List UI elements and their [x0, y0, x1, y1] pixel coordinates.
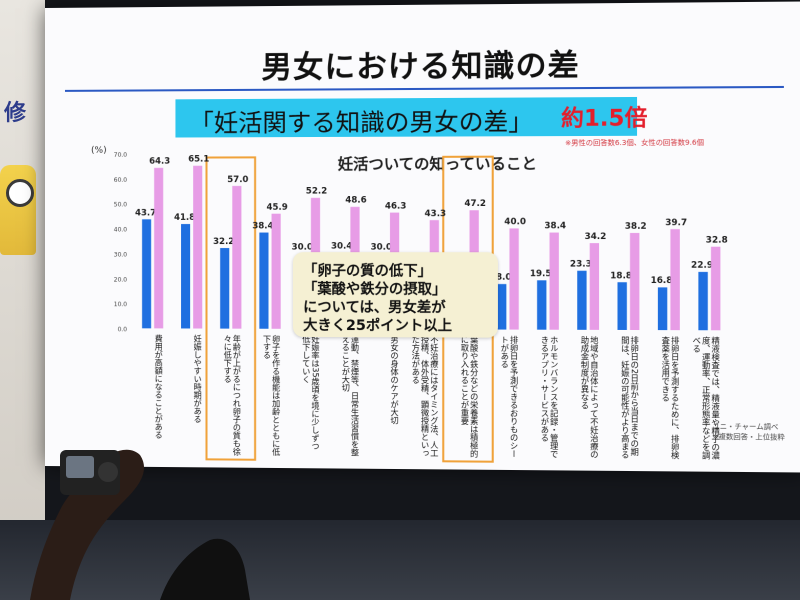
y-tick-label: 30.0	[114, 251, 128, 258]
category-label: 費用が高額になることがある	[154, 333, 163, 438]
female-bar	[711, 247, 720, 331]
projection-screen: 男女における知識の差 「妊活関する知識の男女の差」 約1.5倍 ※男性の回答数6…	[45, 1, 800, 472]
data-label: 52.2	[306, 187, 327, 197]
male-bar	[698, 272, 707, 330]
callout-line-1: 「卵子の質の低下」	[303, 262, 487, 280]
data-label: 16.8	[651, 276, 673, 286]
female-bar	[509, 228, 518, 329]
category-label: 排卵日を予測できるおりものシー	[509, 335, 518, 458]
male-bar	[537, 280, 546, 329]
category-label: 間は、妊娠の可能性がより高まる	[621, 336, 630, 459]
data-label: 46.3	[385, 201, 407, 211]
source-line-2: ※複数回答・上位抜粋	[712, 433, 784, 444]
y-tick-label: 70.0	[114, 152, 128, 159]
category-label: 助成金制度が異なる	[580, 335, 589, 409]
male-bar	[497, 284, 506, 330]
male-bar	[220, 248, 229, 329]
callout-line-2: 「葉酸や鉄分の摂取」	[303, 280, 487, 299]
data-label: 32.8	[706, 235, 728, 245]
stage-floor	[0, 520, 800, 600]
data-label: 30.0	[371, 242, 393, 252]
data-label: 38.4	[252, 221, 273, 231]
female-bar	[193, 166, 202, 329]
y-tick-label: 20.0	[114, 276, 128, 283]
data-label: 19.5	[530, 269, 552, 279]
category-label: 運動、禁煙等、日常生活習慣を整	[350, 335, 359, 456]
highlight-frame	[207, 157, 256, 459]
source-line-1: ユニ・チャーム調べ	[712, 423, 784, 434]
category-label: べる	[692, 336, 701, 352]
category-label: 不妊治療にはタイミング法、人工	[430, 335, 439, 457]
y-tick-label: 10.0	[114, 301, 128, 308]
room-wall: 修	[0, 0, 45, 600]
male-bar	[617, 282, 626, 330]
category-label: 男女の身体のケアが大切	[390, 335, 399, 425]
y-tick-label: 60.0	[114, 177, 128, 184]
male-bar	[658, 287, 667, 330]
category-label: に取り入れることが重要	[460, 336, 469, 426]
data-label: 34.2	[585, 232, 607, 242]
category-label: 妊娠しやすい時期がある	[193, 334, 202, 424]
data-label: 48.6	[345, 196, 367, 206]
category-label: 妊娠率は35歳頃を境に少しずつ	[311, 334, 320, 450]
female-bar	[630, 233, 639, 330]
female-bar	[232, 186, 241, 329]
category-label: 授精、体外受精、顕微授精といっ	[420, 334, 429, 457]
male-bar	[142, 219, 151, 328]
category-label: ホルモンバランスを記録・管理で	[550, 336, 559, 458]
category-label: 下する	[262, 335, 271, 359]
data-label: 57.0	[227, 175, 248, 185]
source-note: ユニ・チャーム調べ ※複数回答・上位抜粋	[712, 423, 784, 444]
callout-box: 「卵子の質の低下」 「葉酸や鉄分の摂取」 については、男女差が 大きく25ポイン…	[293, 252, 498, 338]
mascot-figure	[0, 165, 36, 255]
data-label: 38.2	[625, 222, 647, 232]
y-tick-label: 50.0	[114, 202, 128, 209]
callout-line-4: 大きく25ポイント以上	[303, 317, 487, 336]
data-label: 30.0	[292, 242, 313, 252]
category-label: 低下していく	[302, 334, 311, 384]
data-label: 41.8	[174, 213, 195, 223]
data-label: 43.7	[135, 208, 156, 218]
data-label: 64.3	[149, 157, 170, 167]
data-label: 45.9	[266, 203, 287, 213]
data-label: 39.7	[665, 218, 687, 228]
data-label: 38.4	[544, 221, 566, 231]
male-bar	[577, 271, 586, 330]
data-label: 43.3	[425, 209, 447, 219]
data-label: 32.2	[213, 237, 234, 247]
category-label: きるアプリ・サービスがある	[540, 336, 549, 442]
banner-fragment: 修	[4, 95, 26, 127]
callout-line-3: については、男女差が	[303, 299, 487, 318]
data-label: 47.2	[464, 199, 486, 209]
female-bar	[550, 232, 559, 329]
category-label: 年齢が上がるにつれ卵子の質も徐	[232, 334, 241, 457]
category-label: た方法がある	[411, 335, 420, 384]
category-label: 葉酸や鉄分などの栄養素は積極的	[470, 335, 479, 459]
category-label: 排卵日を予測するために、排卵検	[670, 335, 679, 460]
female-bar	[272, 214, 281, 329]
data-label: 30.4	[331, 241, 352, 251]
y-tick-label: 0.0	[118, 326, 128, 333]
female-bar	[590, 243, 599, 330]
category-label: 卵子を作る機能は加齢とともに低	[272, 334, 281, 457]
y-tick-label: 40.0	[114, 227, 128, 234]
data-label: 65.1	[188, 155, 209, 165]
category-label: えることが大切	[341, 335, 350, 393]
category-label: 査薬を活用できる	[661, 335, 670, 402]
category-label: 々に低下する	[223, 335, 232, 383]
category-label: 排卵日の2日前から当日までの期	[630, 335, 639, 457]
category-label: トがある	[500, 336, 509, 369]
data-label: 40.0	[504, 217, 526, 227]
male-bar	[181, 224, 190, 328]
data-label: 18.8	[610, 271, 632, 281]
data-label: 22.9	[691, 261, 713, 271]
category-label: 地域や自治体によって不妊治療の	[590, 335, 599, 458]
data-label: 23.3	[570, 260, 592, 270]
female-bar	[670, 229, 679, 330]
bar-chart: 0.0 10.0 20.0 30.0 40.0 50.0 60.0 70.0 43.7 64.3 費…	[45, 1, 800, 472]
male-bar	[259, 233, 268, 329]
category-label: 度、運動率、正常形態率などを調	[702, 335, 711, 460]
female-bar	[154, 168, 163, 329]
